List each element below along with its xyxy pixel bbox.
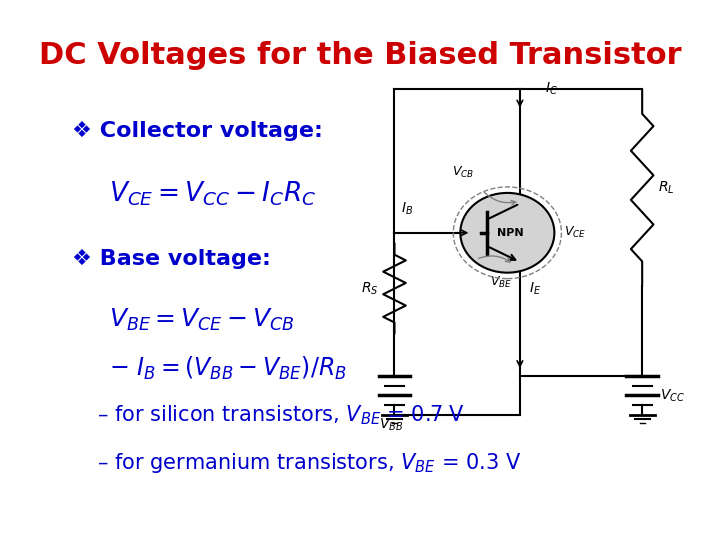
Text: $R_L$: $R_L$: [658, 179, 675, 196]
Text: $V_{BB}$: $V_{BB}$: [379, 417, 403, 433]
Text: $V_{CB}$: $V_{CB}$: [452, 165, 474, 180]
Text: $V_{BE} = V_{CE} - V_{CB}$: $V_{BE} = V_{CE} - V_{CB}$: [109, 307, 294, 333]
Circle shape: [460, 193, 554, 273]
Text: – for germanium transistors, $V_{BE}$ = 0.3 V: – for germanium transistors, $V_{BE}$ = …: [96, 451, 521, 475]
Text: $V_{BE}$: $V_{BE}$: [490, 275, 512, 291]
Text: $- \ I_B = (V_{BB} - V_{BE})/R_B$: $- \ I_B = (V_{BB} - V_{BE})/R_B$: [109, 355, 347, 382]
Text: NPN: NPN: [498, 228, 524, 238]
Text: $I_C$: $I_C$: [545, 81, 558, 97]
Text: $V_{CE}$: $V_{CE}$: [564, 225, 586, 240]
Text: $V_{CC}$: $V_{CC}$: [660, 387, 685, 404]
Text: ❖ Base voltage:: ❖ Base voltage:: [71, 249, 271, 269]
Text: $R_S$: $R_S$: [361, 280, 379, 297]
Text: ❖ Collector voltage:: ❖ Collector voltage:: [71, 121, 323, 141]
Text: $V_{CE} = V_{CC} - I_C R_C$: $V_{CE} = V_{CC} - I_C R_C$: [109, 180, 317, 208]
Text: $I_B$: $I_B$: [401, 200, 413, 217]
Text: $I_E$: $I_E$: [529, 280, 541, 297]
Text: DC Voltages for the Biased Transistor: DC Voltages for the Biased Transistor: [39, 42, 681, 70]
Text: – for silicon transistors, $V_{BE}$ = 0.7 V: – for silicon transistors, $V_{BE}$ = 0.…: [96, 403, 464, 427]
